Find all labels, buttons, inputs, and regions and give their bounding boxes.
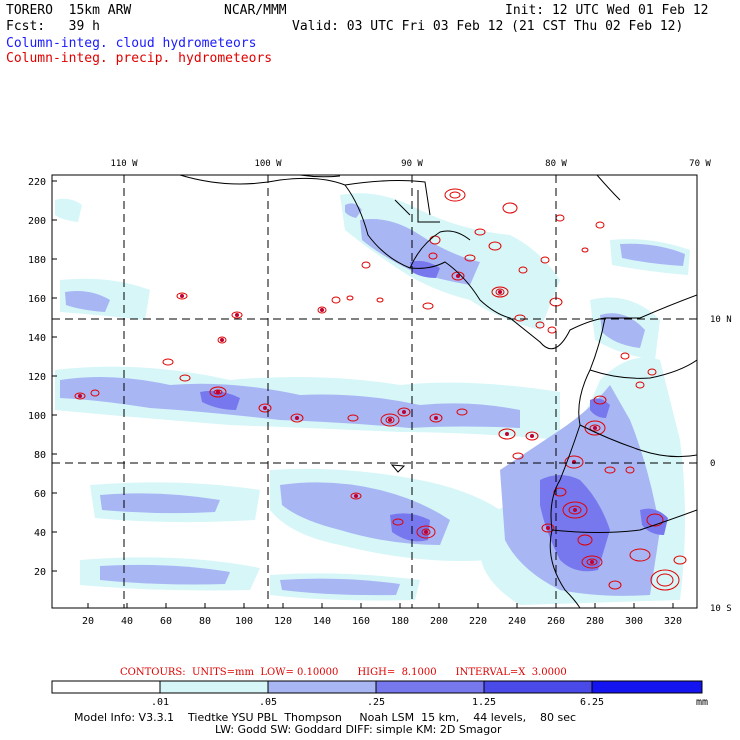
x-tick-200: 200 — [430, 616, 448, 627]
coastlines — [179, 175, 697, 608]
colorbar-labels: .01 .05 .25 1.25 6.25 mm — [151, 697, 708, 708]
x-tick-60: 60 — [160, 616, 172, 627]
model-info-line2: LW: Godd SW: Goddard DIFF: simple KM: 2D… — [215, 723, 502, 736]
y-tick-60: 60 — [34, 489, 46, 500]
lon-label-90w: 90 W — [401, 159, 423, 169]
x-tick-320: 320 — [664, 616, 682, 627]
x-tick-labels: 20 40 60 80 100 120 140 160 180 200 220 … — [82, 616, 682, 627]
cloud-heavy-patches — [200, 260, 668, 572]
colorbar-bin-0 — [51, 680, 161, 694]
lat-label-10s: 10 S — [710, 604, 732, 614]
colorbar-bin-4 — [483, 680, 593, 694]
y-tick-80: 80 — [34, 450, 46, 461]
field-precip-label: Column-integ. precip. hydrometeors — [6, 51, 273, 66]
lon-label-100w: 100 W — [254, 159, 282, 169]
contours-info: CONTOURS: UNITS=mm LOW= 0.10000 HIGH= 8.… — [120, 667, 567, 678]
colorbar-bin-2 — [267, 680, 377, 694]
y-tick-220: 220 — [28, 177, 46, 188]
lon-label-70w: 70 W — [689, 159, 711, 169]
colorbar — [51, 680, 703, 694]
x-tick-40: 40 — [121, 616, 133, 627]
colorbar-label-125: 1.25 — [472, 697, 496, 708]
y-tick-labels: 220 200 180 160 140 120 100 80 60 40 20 — [28, 177, 46, 578]
map-frame — [51, 174, 698, 609]
x-tick-140: 140 — [313, 616, 331, 627]
colorbar-label-625: 6.25 — [580, 697, 604, 708]
lon-label-80w: 80 W — [545, 159, 567, 169]
x-tick-120: 120 — [274, 616, 292, 627]
colorbar-units: mm — [696, 697, 708, 708]
colorbar-label-025: .25 — [367, 697, 385, 708]
x-tick-100: 100 — [235, 616, 253, 627]
latlon-grid — [52, 175, 697, 608]
x-tick-260: 260 — [547, 616, 565, 627]
valid-time: Valid: 03 UTC Fri 03 Feb 12 (21 CST Thu … — [292, 19, 684, 34]
x-tick-220: 220 — [469, 616, 487, 627]
colorbar-bin-3 — [375, 680, 485, 694]
y-tick-180: 180 — [28, 255, 46, 266]
x-tick-240: 240 — [508, 616, 526, 627]
axis-ticks — [52, 180, 674, 608]
y-tick-100: 100 — [28, 411, 46, 422]
x-tick-20: 20 — [82, 616, 94, 627]
x-tick-180: 180 — [391, 616, 409, 627]
x-tick-300: 300 — [625, 616, 643, 627]
colorbar-label-001: .01 — [151, 697, 169, 708]
model-title: TORERO 15km ARW — [6, 3, 132, 18]
colorbar-bin-5 — [591, 680, 703, 694]
y-tick-120: 120 — [28, 372, 46, 383]
x-tick-280: 280 — [586, 616, 604, 627]
y-tick-200: 200 — [28, 216, 46, 227]
y-tick-40: 40 — [34, 528, 46, 539]
lon-labels: 110 W 100 W 90 W 80 W 70 W — [110, 159, 711, 169]
lat-label-0: 0 — [710, 459, 715, 469]
lat-label-10n: 10 N — [710, 315, 732, 325]
x-tick-160: 160 — [352, 616, 370, 627]
map-field-layer — [52, 175, 697, 608]
field-cloud-label: Column-integ. cloud hydrometeors — [6, 36, 257, 51]
init-time: Init: 12 UTC Wed 01 Feb 12 — [505, 3, 709, 18]
y-tick-160: 160 — [28, 294, 46, 305]
colorbar-bin-1 — [159, 680, 269, 694]
lat-labels: 10 N 0 10 S — [710, 315, 732, 614]
organization-label: NCAR/MMM — [224, 3, 287, 18]
y-tick-20: 20 — [34, 567, 46, 578]
x-tick-80: 80 — [199, 616, 211, 627]
model-info-line1: Model Info: V3.3.1 Tiedtke YSU PBL Thomp… — [74, 711, 577, 724]
lon-label-110w: 110 W — [110, 159, 138, 169]
y-tick-140: 140 — [28, 333, 46, 344]
forecast-hour: Fcst: 39 h — [6, 19, 100, 34]
colorbar-label-005: .05 — [259, 697, 277, 708]
